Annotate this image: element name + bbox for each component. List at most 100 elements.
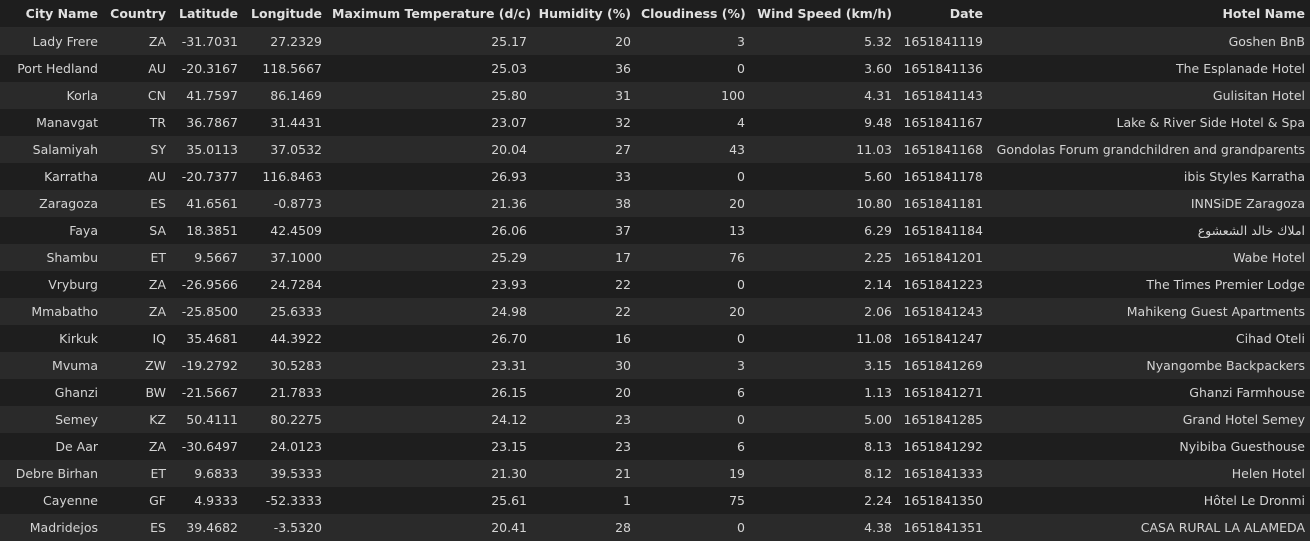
country-cell: ET [150,466,166,481]
country-cell: ZA [148,439,166,454]
hotel-name-cell: Mahikeng Guest Apartments [1126,304,1305,319]
wind-speed-cell: 5.00 [864,412,892,427]
city-name-cell: Debre Birhan [15,466,98,481]
wind-speed-cell: 3.15 [864,358,892,373]
hotel-name-cell: INNSiDE Zaragoza [1190,196,1305,211]
hotel-name-cell: CASA RURAL LA ALAMEDA [1140,520,1305,535]
cloudiness-cell: 6 [737,439,745,454]
cloudiness-cell: 75 [729,493,745,508]
date-cell: 1651841167 [903,115,983,130]
wind-speed-cell: 4.31 [864,88,892,103]
latitude-cell: 41.6561 [186,196,238,211]
longitude-cell: 24.7284 [270,277,322,292]
humidity-cell: 22 [615,277,631,292]
latitude-cell: -20.3167 [181,61,238,76]
longitude-cell: 24.0123 [270,439,322,454]
max-temperature-cell: 26.93 [491,169,527,184]
country-cell: TR [149,115,166,130]
hotel-name-cell: ibis Styles Karratha [1183,169,1305,184]
table-row: Manavgat TR 36.7867 31.4431 23.07 32 4 9.48 1651… [0,109,1310,136]
hotel-name-cell: The Times Premier Lodge [1146,277,1305,292]
date-cell: 1651841271 [903,385,983,400]
column-header-date: Date [897,0,988,28]
longitude-cell: 80.2275 [270,412,322,427]
wind-speed-cell: 11.03 [856,142,892,157]
date-cell: 1651841292 [903,439,983,454]
cloudiness-cell: 19 [729,466,745,481]
column-header-humidity: Humidity (%) [532,0,636,28]
country-cell: ZA [148,34,166,49]
max-temperature-cell: 26.06 [491,223,527,238]
country-cell: SY [150,142,166,157]
city-name-cell: Madridejos [29,520,98,535]
wind-speed-cell: 4.38 [864,520,892,535]
table-row: Karratha AU -20.7377 116.8463 26.93 33 0 5.60 16… [0,163,1310,190]
table-row: Korla CN 41.7597 86.1469 25.80 31 100 4.31 16518… [0,82,1310,109]
max-temperature-cell: 23.93 [491,277,527,292]
longitude-cell: -3.5320 [273,520,322,535]
humidity-cell: 23 [615,412,631,427]
column-header-city-name: City Name [0,0,103,28]
city-name-cell: Lady Frere [32,34,98,49]
latitude-cell: 18.3851 [186,223,238,238]
hotel-name-cell: Cihad Oteli [1235,331,1305,346]
country-cell: GF [149,493,166,508]
city-name-cell: Mmabatho [31,304,98,319]
date-cell: 1651841119 [903,34,983,49]
wind-speed-cell: 9.48 [864,115,892,130]
hotel-name-cell: Grand Hotel Semey [1182,412,1305,427]
wind-speed-cell: 5.32 [864,34,892,49]
city-name-cell: Zaragoza [39,196,98,211]
city-name-cell: Port Hedland [17,61,98,76]
table-row: Ghanzi BW -21.5667 21.7833 26.15 20 6 1.13 16518… [0,379,1310,406]
wind-speed-cell: 6.29 [864,223,892,238]
cloudiness-cell: 0 [737,412,745,427]
country-cell: ZW [145,358,166,373]
date-cell: 1651841350 [903,493,983,508]
city-name-cell: Cayenne [42,493,98,508]
column-header-max-temperature: Maximum Temperature (d/c) [327,0,532,28]
city-name-cell: Faya [69,223,98,238]
table-row: Faya SA 18.3851 42.4509 26.06 37 13 6.29 1651841… [0,217,1310,244]
cloudiness-cell: 0 [737,520,745,535]
max-temperature-cell: 26.70 [491,331,527,346]
hotel-name-cell: Helen Hotel [1231,466,1305,481]
longitude-cell: 39.5333 [270,466,322,481]
wind-speed-cell: 2.25 [864,250,892,265]
hotel-name-cell: The Esplanade Hotel [1176,61,1305,76]
country-cell: ET [150,250,166,265]
wind-speed-cell: 10.80 [856,196,892,211]
date-cell: 1651841181 [903,196,983,211]
date-cell: 1651841184 [903,223,983,238]
country-cell: ZA [148,304,166,319]
hotel-name-cell: Gondolas Forum grandchildren and grandpa… [996,142,1305,157]
humidity-cell: 31 [615,88,631,103]
longitude-cell: 27.2329 [270,34,322,49]
humidity-cell: 20 [615,34,631,49]
latitude-cell: -31.7031 [181,34,238,49]
cloudiness-cell: 76 [729,250,745,265]
max-temperature-cell: 25.61 [491,493,527,508]
date-cell: 1651841247 [903,331,983,346]
cloudiness-cell: 0 [737,169,745,184]
date-cell: 1651841333 [903,466,983,481]
longitude-cell: 21.7833 [270,385,322,400]
latitude-cell: 35.4681 [186,331,238,346]
max-temperature-cell: 21.30 [491,466,527,481]
longitude-cell: 31.4431 [270,115,322,130]
max-temperature-cell: 24.98 [491,304,527,319]
table-row: Semey KZ 50.4111 80.2275 24.12 23 0 5.00 1651841… [0,406,1310,433]
wind-speed-cell: 8.12 [864,466,892,481]
humidity-cell: 37 [615,223,631,238]
hotel-name-cell: املاك خالد الشعشوع [1197,223,1305,238]
humidity-cell: 16 [615,331,631,346]
column-header-longitude: Longitude [243,0,327,28]
longitude-cell: 118.5667 [262,61,322,76]
table-row: Vryburg ZA -26.9566 24.7284 23.93 22 0 2.14 1651… [0,271,1310,298]
hotel-name-cell: Nyangombe Backpackers [1146,358,1305,373]
wind-speed-cell: 2.14 [864,277,892,292]
table-row: Port Hedland AU -20.3167 118.5667 25.03 36 0 3.… [0,55,1310,82]
hotel-name-cell: Ghanzi Farmhouse [1189,385,1305,400]
table-row: Debre Birhan ET 9.6833 39.5333 21.30 21 19 8.12… [0,460,1310,487]
